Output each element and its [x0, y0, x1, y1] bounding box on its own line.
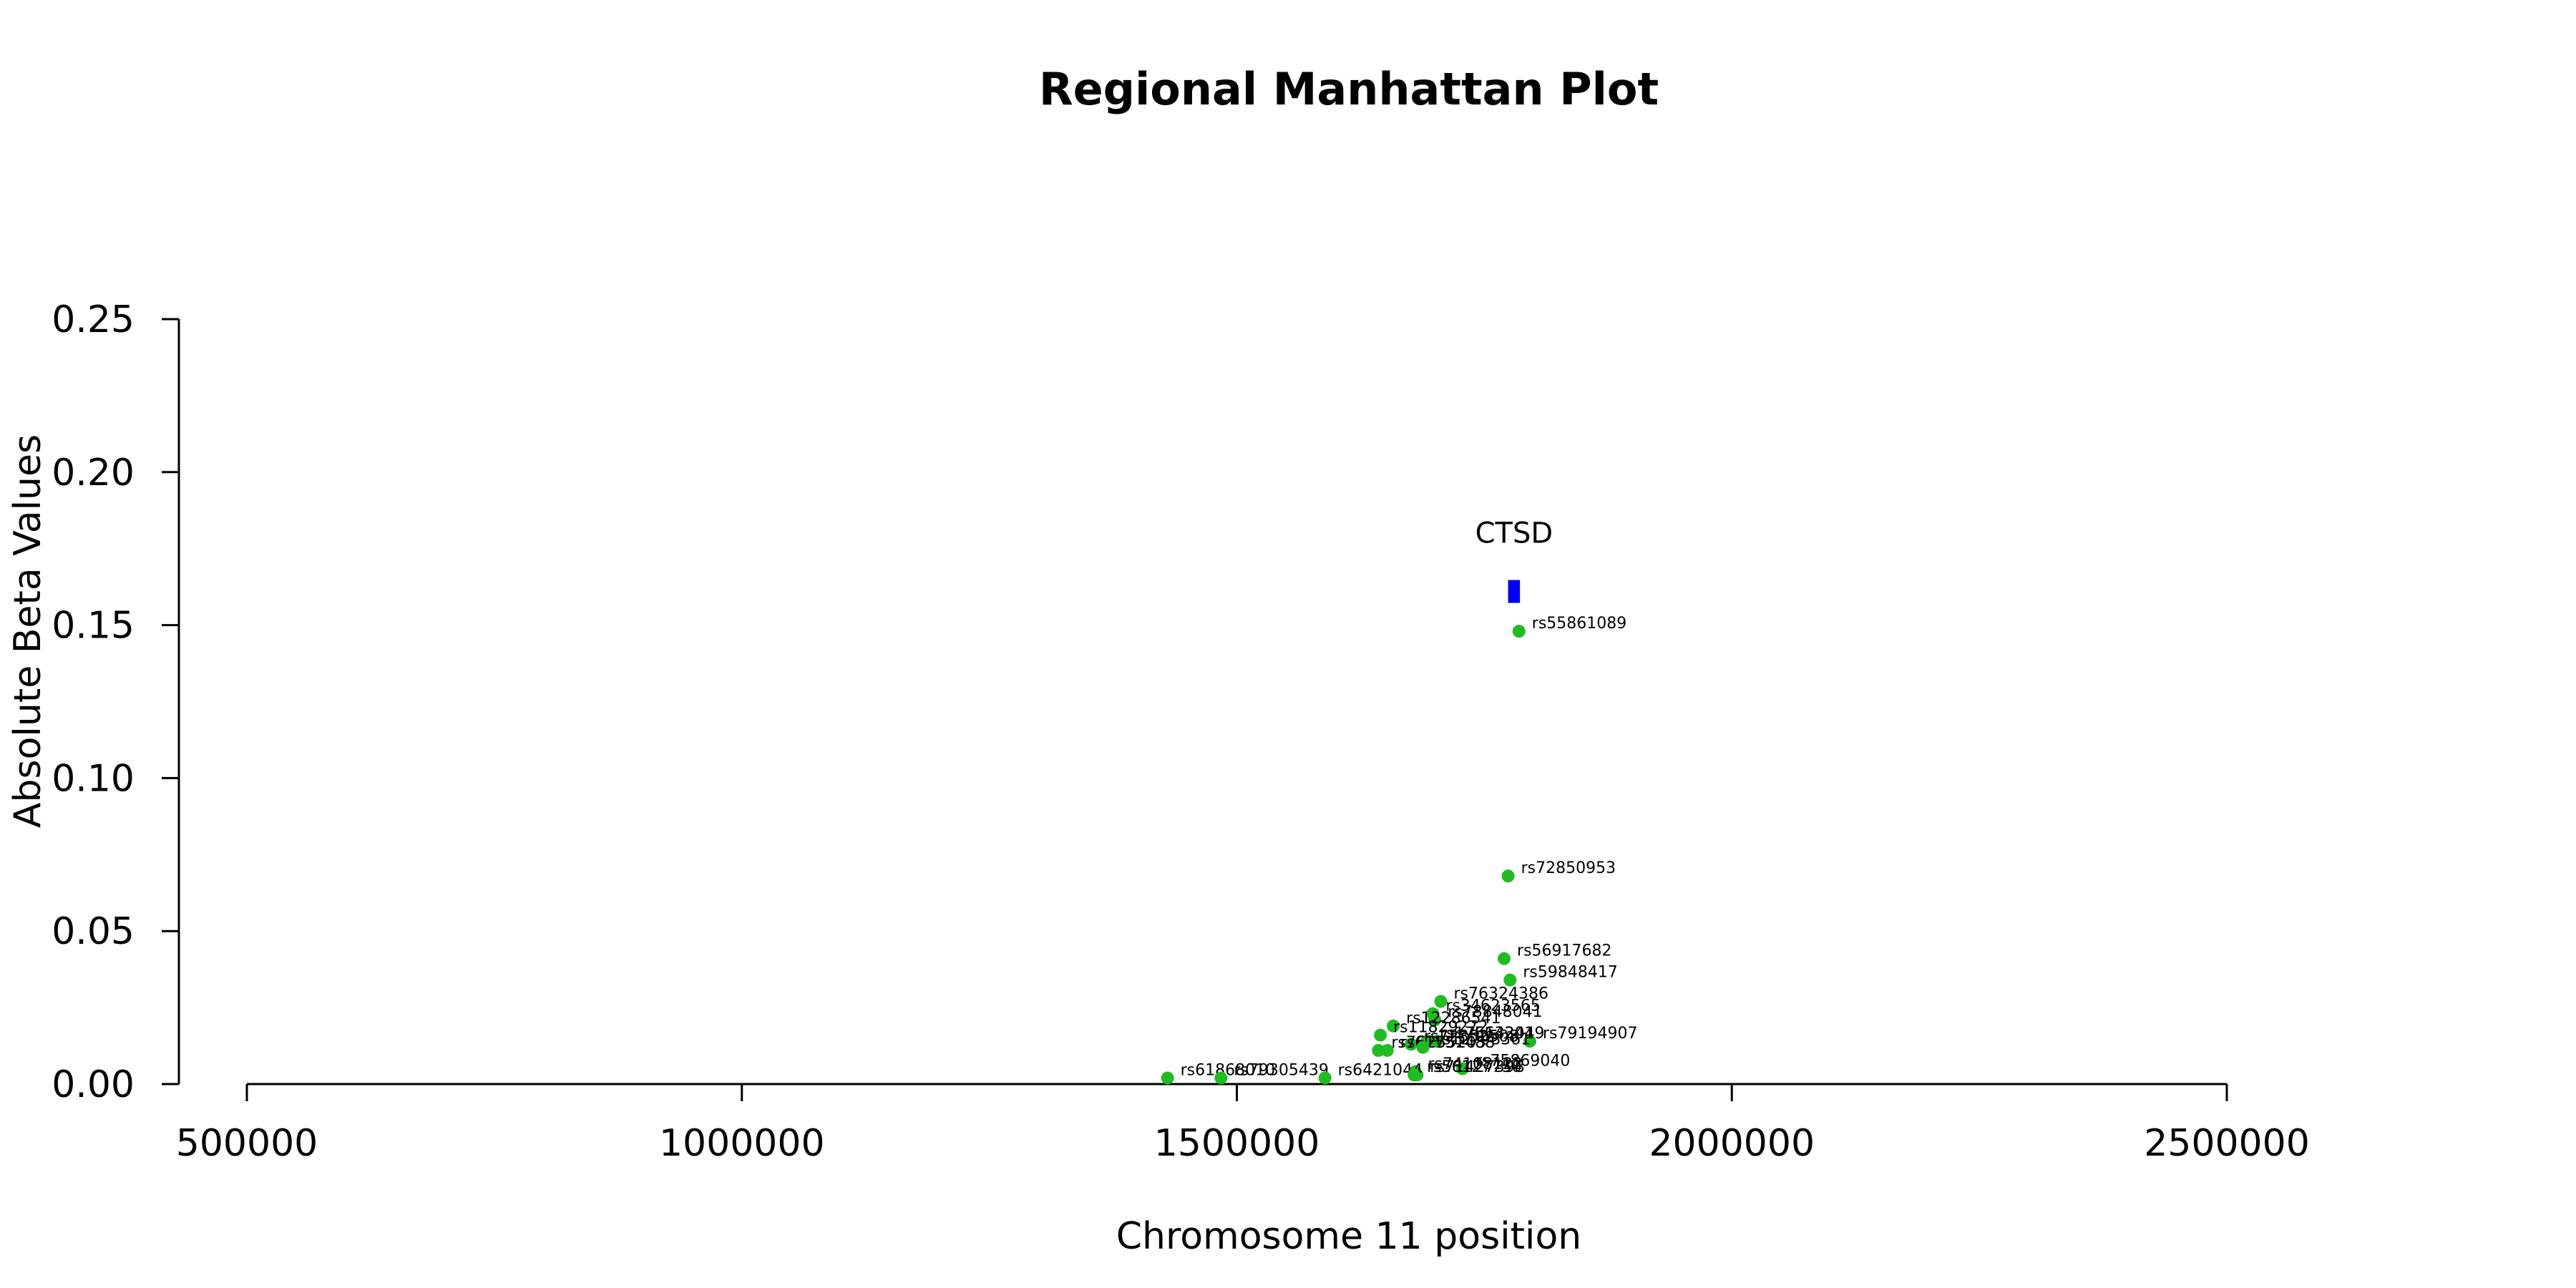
gene-annotations: CTSD	[1475, 517, 1553, 603]
data-point	[1498, 952, 1511, 965]
data-point	[1512, 625, 1526, 638]
point-label: rs78848041	[1448, 1003, 1542, 1021]
point-label: rs55861089	[1532, 615, 1626, 633]
data-point	[1214, 1071, 1228, 1085]
data-point	[1501, 869, 1515, 883]
y-tick-label: 0.15	[52, 605, 135, 648]
gene-label: CTSD	[1475, 517, 1553, 550]
x-tick-label: 500000	[176, 1122, 318, 1165]
gene-box	[1508, 580, 1521, 603]
data-point	[1430, 1035, 1443, 1048]
data-points: rs55861089 rs72850953 rs56917682 rs59848417…	[1161, 615, 1638, 1085]
point-label: rs12798361	[1436, 1031, 1531, 1049]
point-label: rs71427398	[1430, 1058, 1524, 1076]
point-label: rs79194907	[1543, 1025, 1637, 1043]
data-point	[1523, 1035, 1537, 1048]
chart-title: Regional Manhattan Plot	[1039, 63, 1659, 115]
data-point	[1404, 1038, 1418, 1051]
point-label: rs12286541	[1406, 1010, 1501, 1028]
y-tick-label: 0.20	[52, 452, 135, 494]
point-label: rs76324386	[1454, 985, 1548, 1003]
x-tick-label: 2500000	[2144, 1122, 2310, 1165]
point-label: rs75869040	[1475, 1053, 1570, 1070]
data-point	[1428, 1013, 1442, 1027]
y-tick-label: 0.00	[52, 1063, 135, 1106]
point-label: rs79305439	[1234, 1061, 1328, 1079]
data-point	[1318, 1071, 1332, 1085]
point-label: rs56127750	[1427, 1058, 1521, 1076]
point-label: rs72852508	[1424, 1028, 1518, 1045]
data-point	[1407, 1068, 1421, 1082]
data-point	[1416, 1040, 1430, 1054]
point-label: rs34623565	[1445, 997, 1540, 1015]
point-label: rs74108122	[1428, 1055, 1523, 1073]
y-tick-label: 0.05	[52, 910, 135, 953]
data-point	[1434, 995, 1448, 1008]
point-label: rs72850953	[1521, 859, 1616, 877]
data-point	[1503, 973, 1517, 987]
point-label: rs61868010	[1181, 1061, 1275, 1079]
point-label: rs17663204	[1440, 1025, 1534, 1043]
axes: 500000 1000000 1500000 2000000 2500000 0.00 0.…	[52, 298, 2310, 1165]
y-tick-label: 0.25	[52, 298, 135, 341]
data-point	[1380, 1043, 1394, 1057]
point-label: rs11829272	[1393, 1019, 1488, 1037]
data-point	[1374, 1028, 1387, 1042]
point-label: rs59848417	[1523, 964, 1617, 982]
data-point	[1161, 1071, 1174, 1085]
point-label: rs56917682	[1517, 942, 1611, 960]
y-axis-label: Absolute Beta Values	[6, 434, 49, 828]
x-tick-label: 1000000	[659, 1122, 825, 1165]
data-point	[1387, 1019, 1400, 1033]
x-axis-label: Chromosome 11 position	[1116, 1215, 1582, 1258]
x-tick-label: 2000000	[1649, 1122, 1815, 1165]
point-label: rs61751488	[1400, 1034, 1495, 1052]
y-tick-label: 0.10	[52, 757, 135, 800]
data-point	[1372, 1043, 1385, 1057]
point-label: rs76255205	[1391, 1034, 1485, 1052]
point-label: rs75143419	[1450, 1025, 1544, 1043]
x-tick-label: 1500000	[1154, 1122, 1320, 1165]
data-point	[1455, 1062, 1469, 1075]
